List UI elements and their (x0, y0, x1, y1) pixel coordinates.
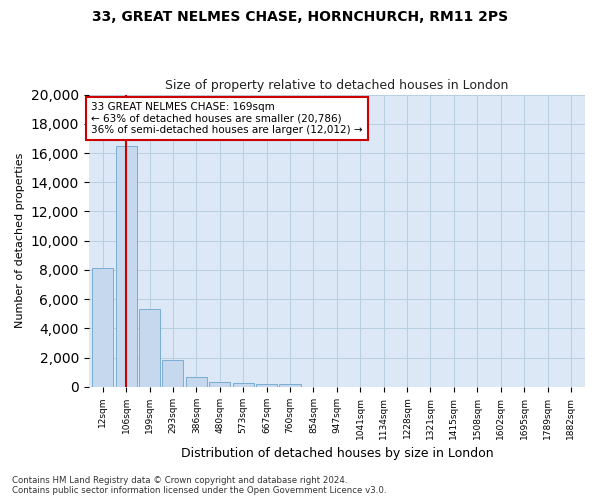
Text: 33 GREAT NELMES CHASE: 169sqm
← 63% of detached houses are smaller (20,786)
36% : 33 GREAT NELMES CHASE: 169sqm ← 63% of d… (91, 102, 363, 135)
Text: 33, GREAT NELMES CHASE, HORNCHURCH, RM11 2PS: 33, GREAT NELMES CHASE, HORNCHURCH, RM11… (92, 10, 508, 24)
Bar (92, 268, 113, 387)
Bar (116, 146, 137, 387)
Bar (280, 384, 301, 387)
Title: Size of property relative to detached houses in London: Size of property relative to detached ho… (165, 79, 509, 92)
X-axis label: Distribution of detached houses by size in London: Distribution of detached houses by size … (181, 447, 493, 460)
Bar (163, 360, 184, 387)
Bar (233, 383, 254, 387)
Y-axis label: Number of detached properties: Number of detached properties (15, 153, 25, 328)
Text: Contains HM Land Registry data © Crown copyright and database right 2024.
Contai: Contains HM Land Registry data © Crown c… (12, 476, 386, 495)
Bar (209, 382, 230, 387)
Bar (186, 376, 207, 387)
Bar (256, 384, 277, 387)
Bar (139, 310, 160, 387)
